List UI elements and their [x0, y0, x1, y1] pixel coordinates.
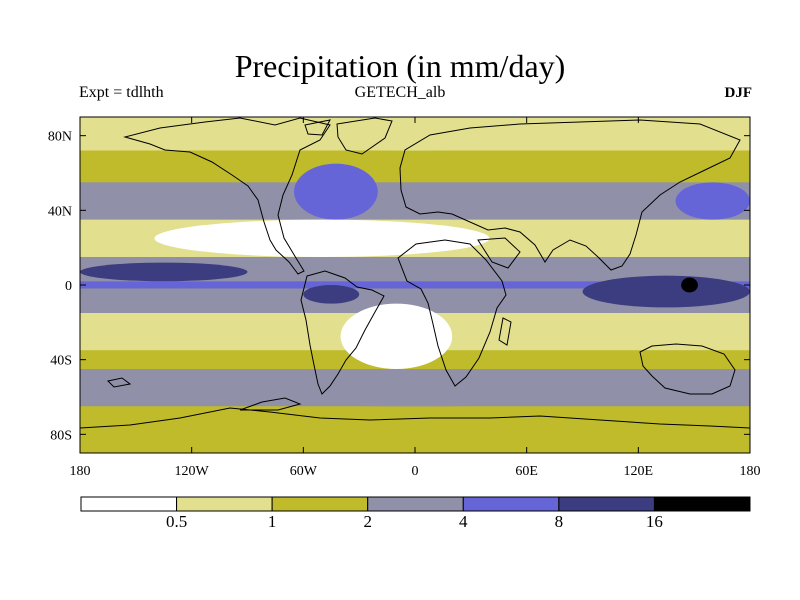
- dataset-label: GETECH_alb: [354, 84, 446, 101]
- x-tick-label: 120W: [175, 464, 210, 479]
- coastline-africa: [397, 239, 507, 387]
- colorbar-level-label: 2: [363, 512, 372, 531]
- coastline-antarctica: [80, 407, 750, 429]
- coastline-australia: [639, 343, 736, 395]
- coastline-south-america: [300, 270, 385, 395]
- coastline-madagascar: [498, 317, 512, 346]
- colorbar-swatch: [558, 496, 655, 512]
- y-tick-label: 80S: [50, 428, 72, 443]
- coastline-ellesmere: [304, 119, 331, 136]
- coastline-antarctic-peninsula: [239, 397, 302, 411]
- colorbar-swatch: [462, 496, 560, 512]
- x-tick-label: 60W: [290, 464, 318, 479]
- axis-ticks: 180 120W 60W 0 60E 120E 180 80N 40N 0 40S 80S: [48, 117, 761, 479]
- colorbar-swatch: [271, 496, 369, 512]
- field-region: [582, 275, 750, 308]
- field-region: [294, 163, 378, 220]
- field-band: [80, 150, 750, 183]
- coastline-greenland: [336, 117, 393, 155]
- field-band: [80, 182, 750, 220]
- colorbar-level-label: 0.5: [165, 512, 188, 531]
- season-label: DJF: [724, 85, 753, 101]
- colorbar-swatch: [367, 496, 464, 512]
- colorbar-level-label: 1: [267, 512, 277, 531]
- field-region: [340, 303, 453, 370]
- field-region: [80, 117, 750, 151]
- field-region: [80, 369, 750, 407]
- colorbar-level-label: 4: [459, 512, 468, 531]
- coastlines: [80, 117, 750, 429]
- field-region: [675, 182, 750, 220]
- x-tick-label: 180: [740, 464, 761, 479]
- field-region: [681, 277, 698, 293]
- x-tick-label: 0: [412, 464, 419, 479]
- colorbar: [80, 496, 751, 512]
- y-tick-label: 0: [65, 279, 72, 294]
- y-tick-label: 80N: [48, 130, 72, 145]
- y-tick-label: 40N: [48, 204, 72, 219]
- coastline-islands: [106, 377, 132, 388]
- coastline-eurasia: [399, 119, 741, 271]
- colorbar-swatch: [176, 496, 273, 512]
- field-band: [80, 406, 750, 425]
- colorbar-swatch: [80, 496, 178, 512]
- y-tick-label: 40S: [50, 354, 72, 369]
- field-region: [303, 285, 360, 304]
- field-region: [80, 262, 248, 282]
- coastline-north-america: [123, 117, 331, 275]
- colorbar-level-label: 8: [554, 512, 564, 531]
- colorbar-level-label: 16: [645, 512, 663, 531]
- coastline-arabia: [477, 237, 521, 269]
- chart-title: Precipitation (in mm/day): [234, 48, 566, 84]
- field-region: [154, 219, 490, 257]
- x-tick-label: 180: [70, 464, 91, 479]
- colorbar-swatch: [653, 496, 751, 512]
- x-tick-label: 60E: [515, 464, 538, 479]
- experiment-label: Expt = tdlhth: [79, 84, 164, 101]
- x-tick-label: 120E: [624, 464, 654, 479]
